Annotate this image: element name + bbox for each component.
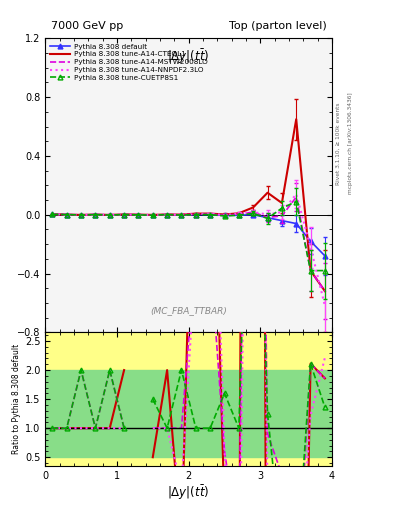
Legend: Pythia 8.308 default, Pythia 8.308 tune-A14-CTEQL1, Pythia 8.308 tune-A14-MSTW20: Pythia 8.308 default, Pythia 8.308 tune-… bbox=[49, 42, 209, 82]
Y-axis label: Ratio to Pythia 8.308 default: Ratio to Pythia 8.308 default bbox=[12, 344, 21, 454]
Bar bbox=[45, 370, 332, 457]
Text: Rivet 3.1.10, ≥ 100k events: Rivet 3.1.10, ≥ 100k events bbox=[336, 102, 341, 185]
X-axis label: $|\Delta y|(t\bar{t})$: $|\Delta y|(t\bar{t})$ bbox=[167, 483, 210, 502]
Text: 7000 GeV pp: 7000 GeV pp bbox=[51, 21, 123, 31]
Text: Top (parton level): Top (parton level) bbox=[229, 21, 326, 31]
Text: (MC_FBA_TTBAR): (MC_FBA_TTBAR) bbox=[150, 306, 227, 315]
Text: mcplots.cern.ch [arXiv:1306.3436]: mcplots.cern.ch [arXiv:1306.3436] bbox=[348, 93, 353, 194]
Text: $|\Delta y|(t\bar{t})$: $|\Delta y|(t\bar{t})$ bbox=[167, 47, 210, 66]
Bar bbox=[45, 332, 332, 466]
